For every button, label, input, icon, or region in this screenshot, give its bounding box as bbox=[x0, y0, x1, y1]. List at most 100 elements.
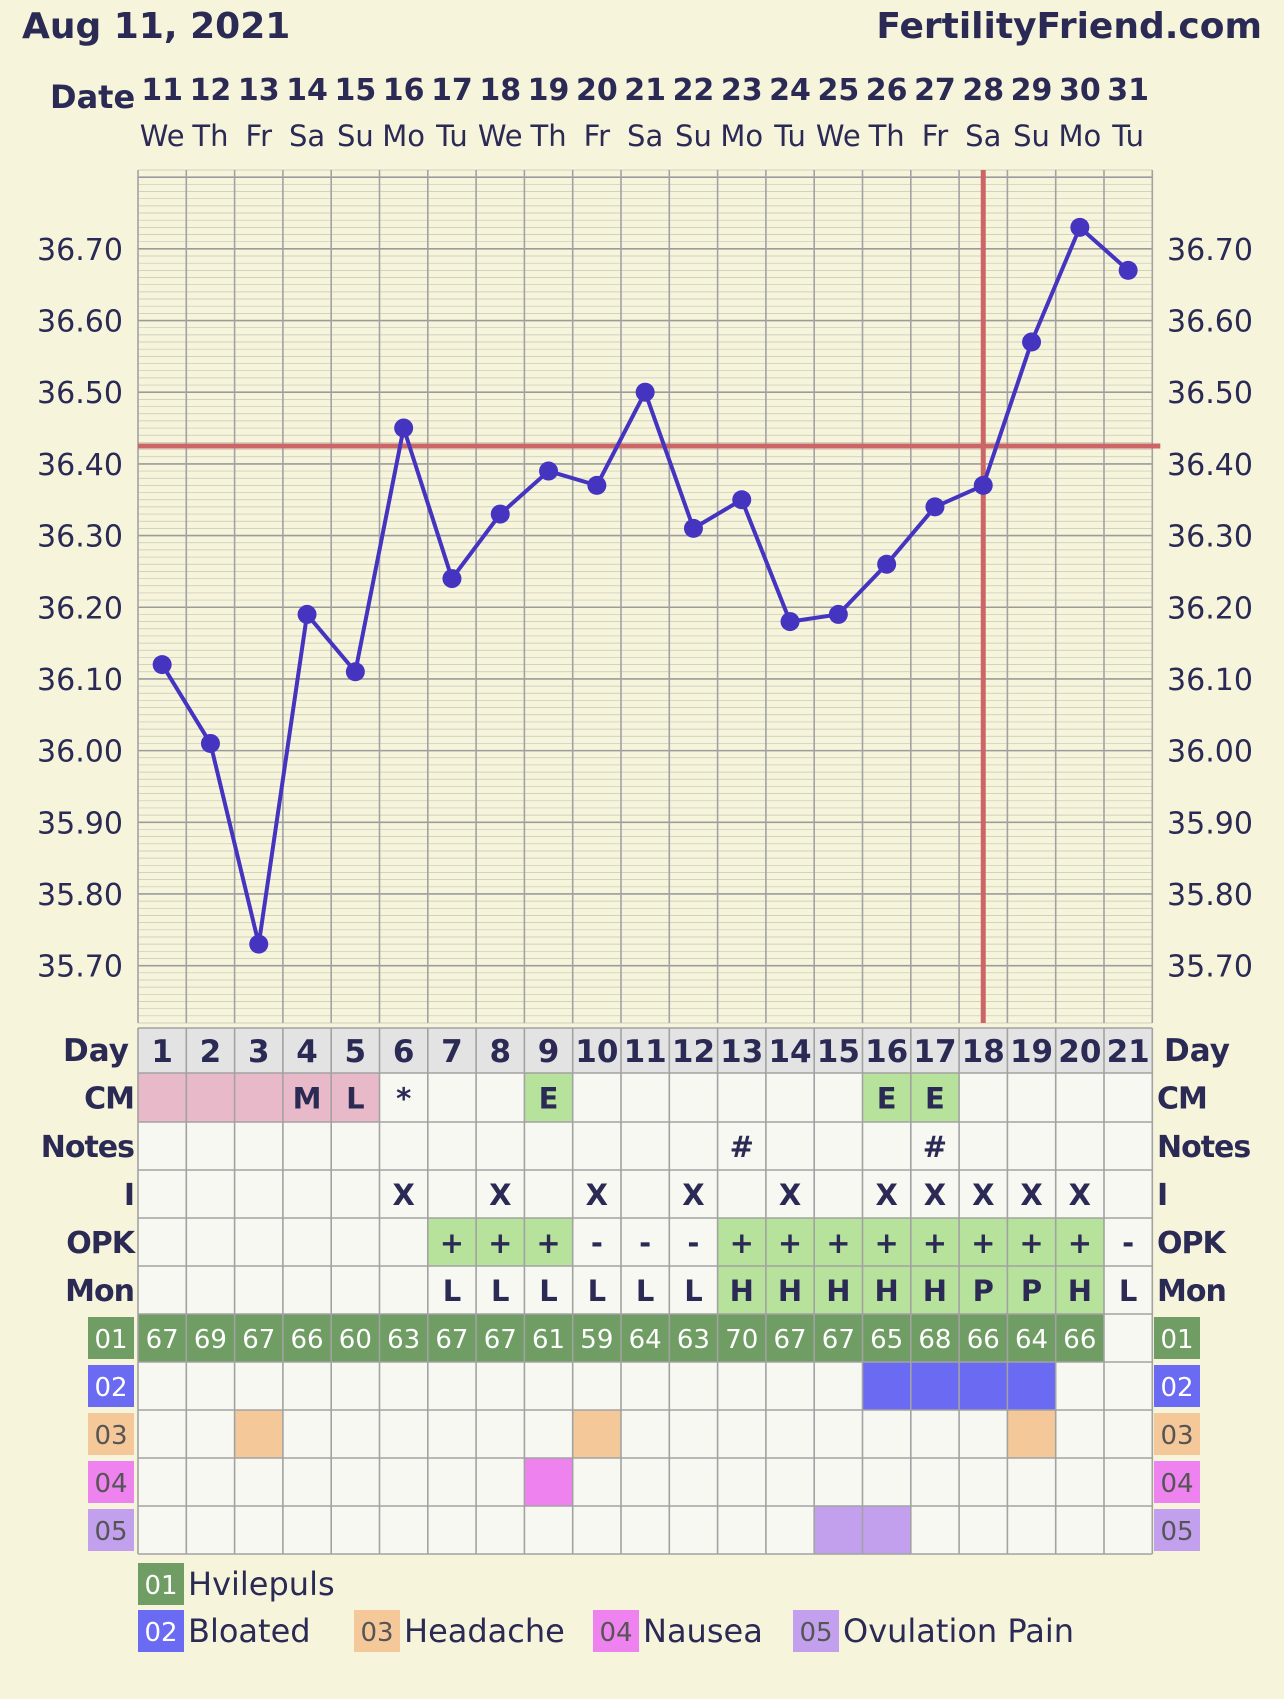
cm-cell bbox=[717, 1073, 766, 1122]
custom-01-cell bbox=[862, 1314, 911, 1362]
opk-value: + bbox=[440, 1226, 464, 1260]
day-number: 8 bbox=[489, 1034, 511, 1070]
date-number-label: 16 bbox=[383, 73, 425, 108]
notes-cell bbox=[282, 1122, 332, 1170]
temperature-point bbox=[200, 733, 220, 753]
y-tick-label-right: 35.80 bbox=[1167, 878, 1253, 913]
cm-cell bbox=[621, 1073, 670, 1122]
intercourse-value: X bbox=[875, 1178, 897, 1212]
custom-03-cell bbox=[862, 1410, 911, 1458]
custom-01-value: 60 bbox=[339, 1325, 372, 1355]
intercourse-value: X bbox=[1020, 1178, 1042, 1212]
custom-01-cell bbox=[572, 1314, 621, 1362]
opk-cell bbox=[1055, 1218, 1104, 1266]
temperature-point bbox=[394, 418, 414, 438]
opk-cell bbox=[814, 1218, 863, 1266]
day-cell bbox=[427, 1028, 477, 1073]
date-number-label: 15 bbox=[334, 73, 376, 108]
custom-04-cell bbox=[234, 1458, 283, 1506]
custom-02-cell bbox=[1104, 1362, 1153, 1410]
notes-row-label-left: Notes bbox=[41, 1130, 134, 1165]
temperature-point bbox=[1070, 217, 1090, 237]
day-cell bbox=[1055, 1028, 1104, 1073]
cm-cell bbox=[765, 1073, 815, 1122]
custom-01-value: 59 bbox=[580, 1325, 613, 1355]
custom-04-cell bbox=[910, 1458, 960, 1506]
monitor-cell bbox=[427, 1266, 477, 1314]
custom-01-value: 66 bbox=[1063, 1325, 1096, 1355]
opk-cell bbox=[524, 1218, 573, 1266]
notes-cell bbox=[814, 1122, 863, 1170]
date-number-label: 19 bbox=[528, 73, 570, 108]
custom-05-cell bbox=[669, 1506, 718, 1554]
notes-cell bbox=[476, 1122, 525, 1170]
custom-02-cell bbox=[621, 1362, 670, 1410]
cm-cell bbox=[814, 1073, 863, 1122]
custom-04-cell bbox=[1007, 1458, 1056, 1506]
day-number: 5 bbox=[345, 1034, 367, 1070]
monitor-value: H bbox=[730, 1274, 754, 1308]
date-number-label: 17 bbox=[431, 73, 473, 108]
date-number-label: 22 bbox=[673, 73, 715, 108]
custom-03-cell bbox=[765, 1410, 815, 1458]
custom-04-cell bbox=[765, 1458, 815, 1506]
custom-04-cell bbox=[621, 1458, 670, 1506]
monitor-cell bbox=[1104, 1266, 1153, 1314]
custom-04-cell bbox=[186, 1458, 235, 1506]
legend-code: 03 bbox=[360, 1618, 393, 1648]
intercourse-cell bbox=[814, 1170, 863, 1218]
custom-01-value: 63 bbox=[677, 1325, 710, 1355]
legend-label: Hvilepuls bbox=[188, 1565, 335, 1603]
custom-05-cell bbox=[379, 1506, 428, 1554]
y-tick-label-left: 36.70 bbox=[37, 233, 123, 268]
intercourse-cell bbox=[282, 1170, 332, 1218]
custom-code-badge-right bbox=[1154, 1509, 1200, 1551]
custom-02-cell bbox=[476, 1362, 525, 1410]
opk-cell bbox=[669, 1218, 718, 1266]
custom-04-cell bbox=[862, 1458, 911, 1506]
custom-code-badge-left bbox=[88, 1317, 134, 1359]
opk-cell bbox=[331, 1218, 380, 1266]
cm-cell bbox=[524, 1073, 573, 1122]
cm-cell bbox=[1055, 1073, 1104, 1122]
day-cell bbox=[1007, 1028, 1056, 1073]
custom-04-cell bbox=[476, 1458, 525, 1506]
monitor-cell bbox=[234, 1266, 283, 1314]
cm-value: M bbox=[293, 1082, 322, 1116]
weekday-label: Fr bbox=[584, 119, 611, 153]
custom-01-value: 67 bbox=[774, 1325, 807, 1355]
custom-05-cell bbox=[476, 1506, 525, 1554]
temperature-point bbox=[925, 497, 945, 517]
opk-cell bbox=[282, 1218, 332, 1266]
opk-cell bbox=[379, 1218, 428, 1266]
y-tick-label-right: 36.00 bbox=[1167, 735, 1253, 770]
legend-swatch bbox=[793, 1610, 839, 1652]
y-tick-label-left: 36.20 bbox=[37, 591, 123, 626]
intercourse-value: X bbox=[924, 1178, 946, 1212]
custom-02-cell bbox=[427, 1362, 477, 1410]
opk-cell bbox=[959, 1218, 1008, 1266]
temperature-point bbox=[1022, 332, 1042, 352]
custom-02-cell bbox=[379, 1362, 428, 1410]
custom-code-badge-left bbox=[88, 1365, 134, 1407]
custom-03-cell bbox=[427, 1410, 477, 1458]
plot-area bbox=[138, 170, 1153, 1023]
y-tick-label-right: 36.60 bbox=[1167, 305, 1253, 340]
custom-01-cell bbox=[476, 1314, 525, 1362]
day-number: 14 bbox=[768, 1034, 811, 1070]
custom-01-value: 67 bbox=[484, 1325, 517, 1355]
weekday-label: Su bbox=[337, 119, 374, 153]
cm-cell bbox=[427, 1073, 477, 1122]
opk-value: + bbox=[1019, 1226, 1043, 1260]
custom-code-left: 03 bbox=[94, 1421, 127, 1451]
monitor-cell bbox=[524, 1266, 573, 1314]
monitor-cell bbox=[186, 1266, 235, 1314]
date-number-label: 25 bbox=[817, 73, 859, 108]
cm-value: E bbox=[877, 1082, 897, 1116]
custom-code-right: 03 bbox=[1160, 1421, 1193, 1451]
custom-05-cell bbox=[959, 1506, 1008, 1554]
custom-03-cell bbox=[138, 1410, 187, 1458]
custom-code-left: 02 bbox=[94, 1373, 127, 1403]
intercourse-cell bbox=[621, 1170, 670, 1218]
opk-cell bbox=[1007, 1218, 1056, 1266]
